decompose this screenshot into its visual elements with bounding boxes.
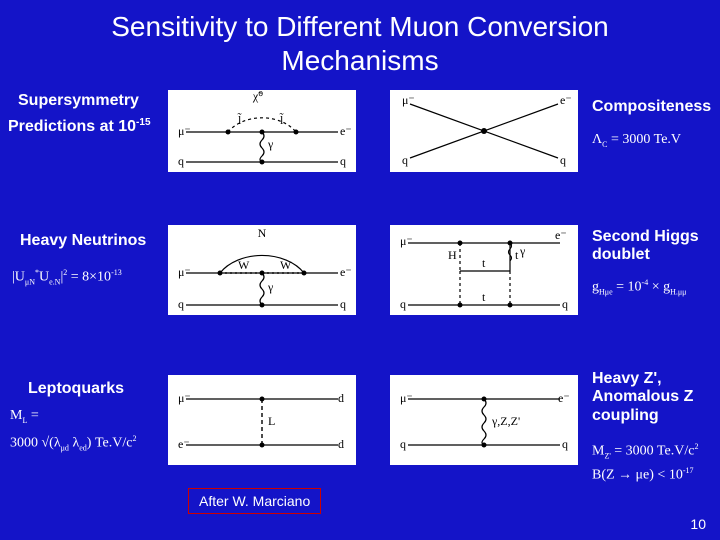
credit-box: After W. Marciano xyxy=(188,488,321,514)
svg-text:e⁻: e⁻ xyxy=(558,391,570,405)
panel-second-higgs: μ⁻ e⁻ q q H t t t γ xyxy=(390,225,578,315)
page-number: 10 xyxy=(690,516,706,532)
svg-text:H: H xyxy=(448,248,457,262)
svg-text:χ̃⁰: χ̃⁰ xyxy=(252,90,263,103)
svg-text:q: q xyxy=(178,154,184,168)
svg-text:μ⁻: μ⁻ xyxy=(178,265,191,279)
panel-supersymmetry: μ⁻ e⁻ q q χ̃⁰ l̃ l̃ γ xyxy=(168,90,356,172)
svg-text:L: L xyxy=(268,414,275,428)
svg-text:W: W xyxy=(280,258,292,272)
formula-leptoquarks-2: 3000 √(λμd λed) Te.V/c2 xyxy=(10,434,136,452)
svg-text:l̃: l̃ xyxy=(237,112,242,127)
label-predictions-pre: Predictions at 10 xyxy=(8,118,136,135)
svg-text:l̃: l̃ xyxy=(279,112,284,127)
svg-text:e⁻: e⁻ xyxy=(340,265,352,279)
svg-text:q: q xyxy=(562,297,568,311)
formula-compositeness: ΛC = 3000 Te.V xyxy=(592,132,681,149)
svg-text:e⁻: e⁻ xyxy=(555,228,567,242)
page-title: Sensitivity to Different Muon Conversion… xyxy=(0,0,720,77)
svg-text:q: q xyxy=(340,154,346,168)
panel-leptoquarks: μ⁻ d e⁻ d L xyxy=(168,375,356,465)
label-supersymmetry: Supersymmetry xyxy=(18,92,139,110)
svg-text:q: q xyxy=(560,153,566,167)
svg-text:q: q xyxy=(562,437,568,451)
svg-text:W: W xyxy=(238,258,250,272)
label-second-higgs: Second Higgs doublet xyxy=(592,228,712,265)
svg-text:d: d xyxy=(338,437,344,451)
formula-heavyz-1: MZ' = 3000 Te.V/c2 xyxy=(592,442,698,460)
svg-text:μ⁻: μ⁻ xyxy=(178,124,191,138)
svg-text:γ,Z,Z': γ,Z,Z' xyxy=(491,414,520,428)
label-compositeness: Compositeness xyxy=(592,98,711,116)
svg-text:γ: γ xyxy=(519,244,526,258)
formula-heavyz-2: B(Z → μe) < 10-17 xyxy=(592,466,694,484)
label-predictions-exp: -15 xyxy=(136,117,150,128)
formula-leptoquarks-1: ML = xyxy=(10,408,39,425)
formula-second-higgs: gHμe = 10-4 × gH.μμ xyxy=(592,278,686,296)
svg-text:t: t xyxy=(482,256,486,270)
svg-text:e⁻: e⁻ xyxy=(178,437,190,451)
label-leptoquarks: Leptoquarks xyxy=(28,380,124,398)
formula-heavy-neutrinos: |UμN*Ue.N|2 = 8×10-13 xyxy=(12,268,122,286)
svg-text:q: q xyxy=(178,297,184,311)
svg-text:μ⁻: μ⁻ xyxy=(178,391,191,405)
label-predictions: Predictions at 10-15 xyxy=(8,118,151,136)
svg-text:μ⁻: μ⁻ xyxy=(402,93,415,107)
svg-text:t: t xyxy=(515,248,519,262)
svg-text:e⁻: e⁻ xyxy=(560,93,572,107)
svg-text:μ⁻: μ⁻ xyxy=(400,391,413,405)
svg-text:d: d xyxy=(338,391,344,405)
svg-text:t: t xyxy=(482,290,486,304)
svg-text:q: q xyxy=(400,437,406,451)
panel-heavy-z: μ⁻ e⁻ q q γ,Z,Z' xyxy=(390,375,578,465)
svg-text:q: q xyxy=(402,153,408,167)
svg-text:μ⁻: μ⁻ xyxy=(400,234,413,248)
svg-text:q: q xyxy=(400,297,406,311)
svg-text:γ: γ xyxy=(267,137,274,151)
panel-heavy-neutrinos: μ⁻ e⁻ q q N W W γ xyxy=(168,225,356,315)
svg-text:N: N xyxy=(258,226,267,240)
svg-text:e⁻: e⁻ xyxy=(340,124,352,138)
label-heavy-neutrinos: Heavy Neutrinos xyxy=(20,232,146,250)
label-heavy-z: Heavy Z', Anomalous Z coupling xyxy=(592,370,712,425)
svg-text:γ: γ xyxy=(267,280,274,294)
svg-text:q: q xyxy=(340,297,346,311)
panel-compositeness: μ⁻ e⁻ q q xyxy=(390,90,578,172)
